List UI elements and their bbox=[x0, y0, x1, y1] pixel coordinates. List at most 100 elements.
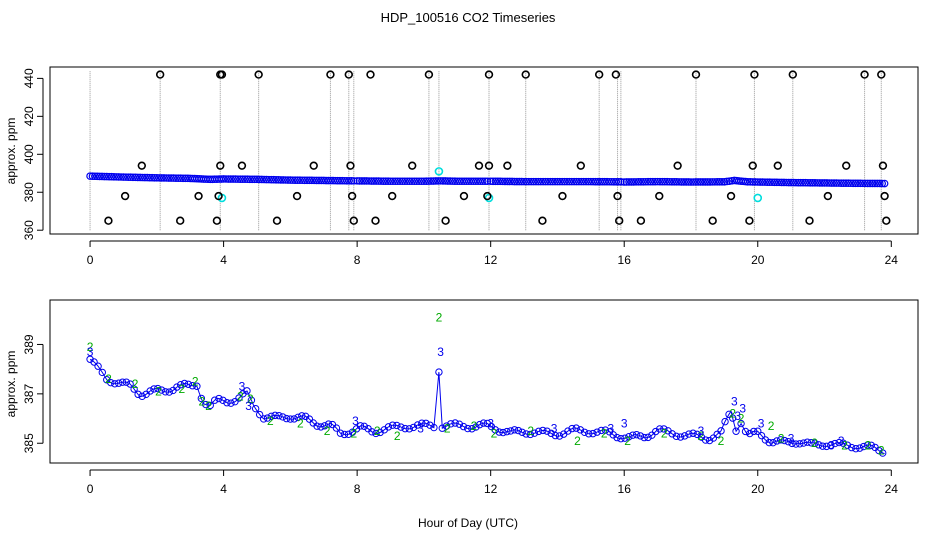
data-point bbox=[98, 172, 106, 181]
outlier-point bbox=[576, 161, 586, 170]
data-point bbox=[415, 177, 423, 186]
marker-2: 2 bbox=[374, 424, 381, 438]
data-point bbox=[430, 423, 438, 432]
outlier-point bbox=[104, 216, 113, 225]
data-point bbox=[384, 423, 393, 431]
data-point bbox=[426, 421, 434, 429]
data-point bbox=[522, 177, 531, 186]
data-point bbox=[393, 177, 402, 186]
marker-3: 3 bbox=[437, 345, 444, 359]
data-point bbox=[197, 394, 206, 403]
data-point bbox=[176, 380, 185, 389]
x-tick-label: 4 bbox=[220, 482, 227, 496]
data-point bbox=[656, 177, 664, 186]
x-tick-label: 0 bbox=[87, 253, 94, 267]
outlier-point bbox=[691, 70, 701, 79]
marker-2: 2 bbox=[350, 426, 357, 440]
data-point bbox=[231, 397, 239, 406]
data-point bbox=[584, 177, 593, 186]
data-point bbox=[649, 177, 657, 186]
data-point bbox=[243, 175, 252, 184]
data-point bbox=[136, 173, 144, 182]
data-point bbox=[90, 358, 98, 366]
data-point bbox=[296, 176, 304, 185]
data-point bbox=[526, 430, 535, 439]
bottom-plot-frame bbox=[49, 299, 919, 464]
outlier-point bbox=[860, 70, 869, 79]
data-point bbox=[539, 426, 547, 435]
data-point bbox=[507, 427, 515, 435]
bottom-y-axis: 385 387 389 bbox=[22, 334, 44, 453]
data-point bbox=[300, 176, 309, 185]
data-point bbox=[107, 378, 115, 387]
data-point bbox=[164, 174, 173, 182]
y-tick-label: 440 bbox=[22, 68, 36, 88]
x-tick-label: 12 bbox=[484, 253, 498, 267]
data-point bbox=[165, 388, 173, 396]
data-point bbox=[806, 178, 815, 187]
data-point bbox=[496, 177, 505, 186]
marker-2: 2 bbox=[601, 426, 608, 440]
data-point bbox=[768, 178, 776, 187]
data-point bbox=[672, 432, 681, 441]
outlier-point bbox=[882, 216, 891, 225]
data-point bbox=[629, 178, 638, 186]
data-point bbox=[145, 173, 154, 182]
data-point bbox=[701, 436, 710, 444]
outlier-point bbox=[750, 70, 759, 79]
data-point bbox=[648, 431, 656, 439]
data-point bbox=[126, 173, 135, 182]
data-point bbox=[701, 178, 710, 186]
data-point bbox=[668, 177, 676, 186]
outlier-point bbox=[788, 70, 798, 79]
outlier-point bbox=[773, 161, 782, 170]
marker-2: 2 bbox=[237, 389, 244, 403]
data-point bbox=[336, 429, 345, 437]
outlier-point bbox=[503, 161, 512, 170]
data-point bbox=[288, 176, 297, 184]
data-point bbox=[226, 175, 235, 183]
data-point bbox=[317, 423, 325, 431]
data-point bbox=[743, 178, 752, 186]
data-point bbox=[491, 177, 500, 186]
data-point bbox=[250, 175, 259, 184]
data-point bbox=[260, 175, 268, 184]
outlier-point bbox=[842, 161, 851, 170]
data-point bbox=[534, 427, 543, 436]
data-point bbox=[544, 177, 552, 186]
data-point bbox=[248, 175, 257, 184]
data-point bbox=[711, 178, 719, 186]
outlier-point bbox=[483, 191, 492, 201]
outlier-point bbox=[484, 70, 494, 79]
data-point bbox=[442, 422, 451, 430]
data-point bbox=[517, 177, 526, 186]
data-point bbox=[420, 177, 428, 186]
y-tick-label: 385 bbox=[22, 433, 36, 453]
data-point bbox=[138, 392, 146, 401]
data-point bbox=[367, 177, 376, 185]
cyan-point bbox=[434, 167, 444, 176]
data-point bbox=[582, 177, 590, 186]
data-point bbox=[792, 440, 800, 448]
marker-2: 2 bbox=[444, 421, 451, 435]
data-point bbox=[251, 404, 260, 413]
data-point bbox=[597, 426, 605, 435]
data-point bbox=[448, 177, 457, 185]
top-y-axis: 360 380 400 420 440 bbox=[22, 68, 44, 240]
outlier-point bbox=[346, 161, 355, 170]
data-point bbox=[434, 177, 443, 185]
outlier-point bbox=[484, 161, 494, 170]
data-point bbox=[861, 179, 869, 188]
data-point bbox=[157, 174, 166, 182]
data-point bbox=[215, 394, 223, 403]
data-point bbox=[515, 177, 524, 186]
data-point bbox=[729, 414, 737, 422]
data-point bbox=[246, 175, 254, 184]
data-point bbox=[564, 427, 572, 435]
data-point bbox=[499, 428, 507, 437]
data-point bbox=[317, 176, 326, 185]
data-point bbox=[827, 441, 835, 450]
data-point bbox=[272, 175, 280, 184]
data-point bbox=[332, 424, 341, 432]
data-point bbox=[464, 424, 472, 433]
